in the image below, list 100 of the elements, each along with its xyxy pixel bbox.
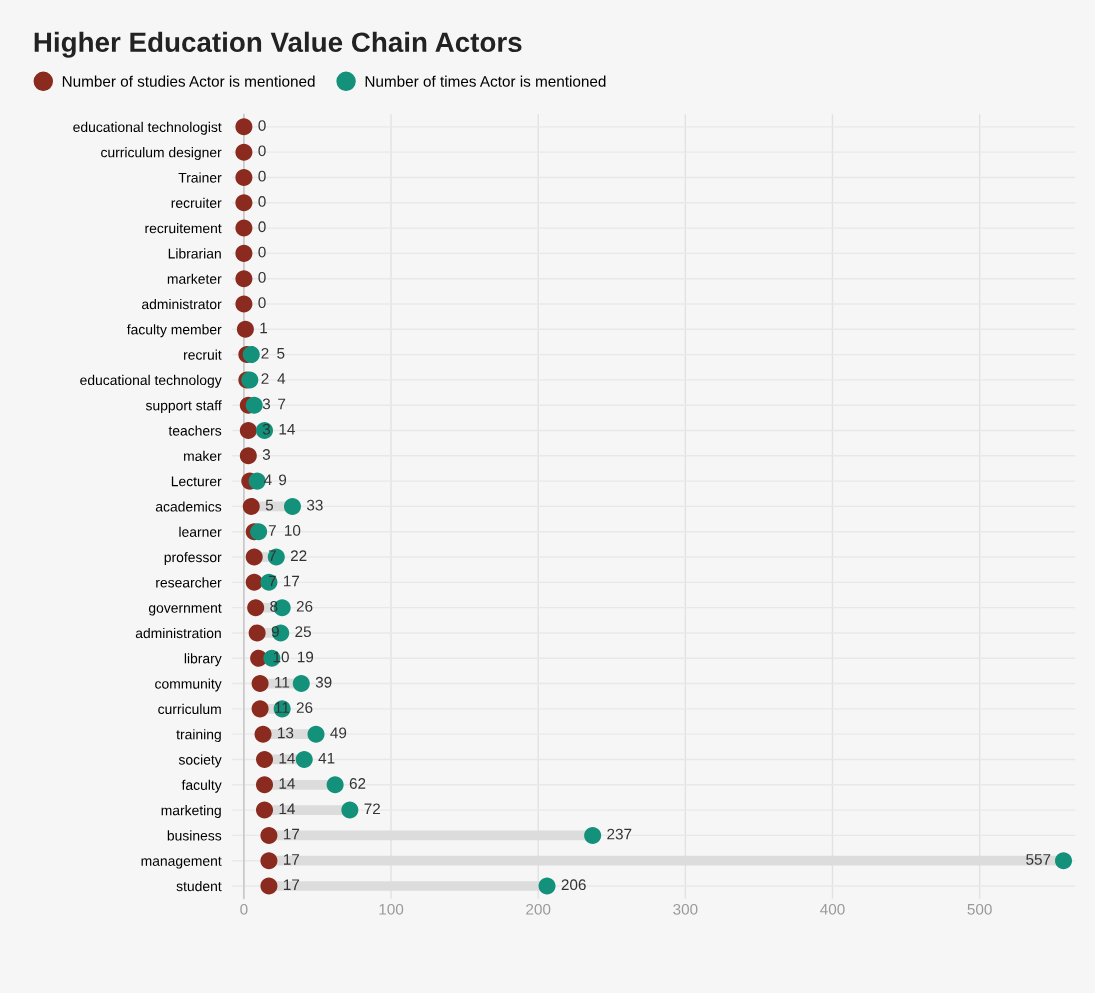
data-label: 17 — [283, 575, 300, 587]
y-tick-label: educational technologist — [73, 121, 222, 135]
data-label: 0 — [258, 196, 266, 207]
point — [260, 826, 278, 844]
y-tick-label: library — [184, 653, 222, 667]
y-tick-label: management — [141, 856, 222, 869]
point — [248, 624, 266, 642]
data-label: 7 — [268, 550, 276, 561]
point — [235, 194, 253, 212]
y-tick-label: business — [167, 830, 222, 841]
point — [245, 548, 263, 566]
data-label: 0 — [258, 246, 266, 258]
y-tick-label: society — [178, 754, 222, 768]
point — [236, 320, 254, 338]
point — [235, 244, 253, 262]
data-label: 3 — [262, 449, 271, 460]
y-tick-label: recruiter — [171, 197, 222, 208]
point — [235, 270, 253, 288]
point — [247, 599, 265, 617]
data-label: 25 — [295, 626, 311, 638]
y-tick-label: marketer — [167, 273, 222, 284]
y-tick-label: marketing — [161, 805, 221, 819]
y-tick-label: community — [155, 678, 222, 692]
legend-label: Number of studies Actor is mentioned — [62, 75, 315, 87]
data-label: 62 — [349, 778, 366, 789]
y-tick-label: Librarian — [168, 248, 221, 259]
point — [235, 295, 253, 313]
x-tick-label: 500 — [967, 903, 992, 915]
chart-title: Higher Education Value Chain Actors — [34, 31, 522, 58]
data-label: 237 — [607, 828, 632, 840]
point — [235, 219, 253, 237]
data-label: 11 — [275, 677, 290, 688]
point — [326, 776, 344, 794]
x-tick-label: 100 — [379, 903, 404, 915]
y-tick-label: administrator — [142, 298, 222, 310]
data-label: 0 — [258, 221, 266, 233]
y-tick-label: maker — [184, 450, 222, 461]
y-tick-label: Lecturer — [171, 476, 222, 487]
point — [538, 877, 556, 895]
data-label: 1 — [260, 322, 268, 334]
point — [256, 750, 274, 768]
data-label: 0 — [258, 271, 266, 283]
y-tick-label: administration — [135, 627, 221, 639]
data-label: 26 — [296, 600, 313, 612]
y-tick-label: academics — [155, 501, 222, 512]
data-label: 557 — [1026, 854, 1051, 865]
point — [235, 118, 253, 136]
point — [235, 143, 253, 161]
data-label: 3 — [262, 398, 271, 410]
point — [245, 396, 263, 414]
data-label: 3 — [262, 423, 271, 435]
data-label: 26 — [296, 702, 313, 713]
y-tick-label: professor — [164, 552, 222, 565]
data-label: 41 — [318, 752, 335, 764]
data-label: 11 — [275, 702, 290, 713]
data-label: 49 — [330, 727, 347, 739]
point — [235, 168, 253, 186]
data-label: 0 — [258, 297, 266, 309]
point — [242, 497, 260, 515]
data-label: 206 — [561, 879, 586, 891]
data-label: 4 — [277, 373, 286, 384]
point — [307, 725, 325, 743]
y-tick-label: curriculum designer — [101, 147, 222, 161]
data-label: 5 — [265, 499, 274, 511]
point — [292, 675, 310, 693]
data-label: 9 — [279, 474, 287, 486]
data-label: 14 — [279, 752, 295, 764]
data-label: 17 — [283, 854, 300, 865]
data-label: 14 — [279, 778, 295, 789]
point — [256, 776, 274, 794]
data-label: 7 — [278, 398, 286, 410]
point — [256, 801, 274, 819]
point — [283, 497, 301, 515]
point — [239, 447, 257, 465]
data-label: 7 — [268, 525, 276, 536]
legend-label: Number of times Actor is mentioned — [365, 75, 606, 87]
x-tick-label: 300 — [673, 903, 698, 915]
point — [251, 675, 269, 693]
y-tick-label: training — [176, 729, 221, 743]
x-tick-label: 0 — [240, 903, 248, 915]
point — [584, 826, 602, 844]
data-label: 14 — [279, 423, 295, 435]
data-label: 17 — [283, 828, 300, 840]
data-label: 14 — [279, 803, 295, 815]
point — [260, 877, 278, 895]
point — [254, 725, 272, 743]
y-tick-label: Trainer — [178, 172, 222, 183]
y-tick-label: recruit — [184, 349, 222, 360]
point — [1055, 852, 1073, 870]
point — [242, 346, 260, 364]
data-label: 17 — [283, 879, 300, 890]
point — [341, 801, 359, 819]
data-label: 7 — [268, 575, 276, 587]
data-label: 2 — [261, 373, 269, 384]
y-tick-label: teachers — [168, 425, 222, 436]
point — [245, 573, 263, 591]
point — [251, 700, 269, 718]
point — [239, 422, 257, 440]
data-label: 0 — [258, 170, 266, 182]
data-label: 39 — [315, 676, 332, 688]
